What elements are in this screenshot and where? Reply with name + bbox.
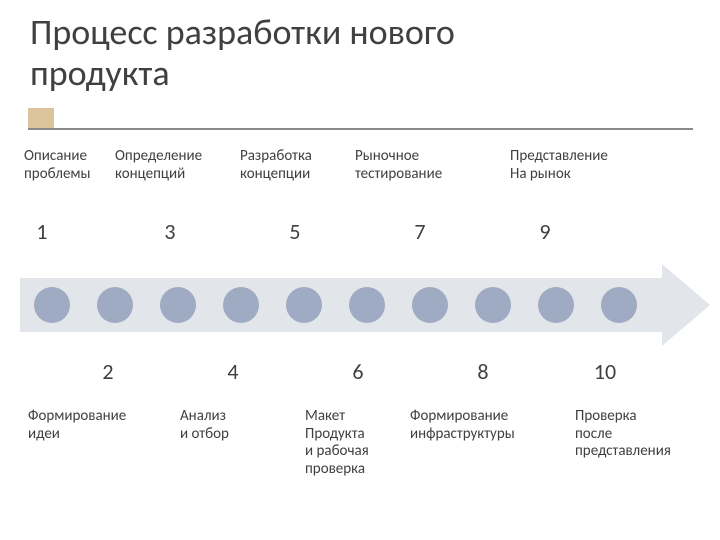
top-stage-label: Разработкаконцепции bbox=[240, 148, 312, 183]
stage-dot bbox=[160, 287, 196, 323]
bottom-stage-number: 6 bbox=[338, 358, 378, 385]
stage-dot bbox=[286, 287, 322, 323]
top-stage-number: 9 bbox=[525, 218, 565, 245]
process-arrow bbox=[0, 270, 720, 340]
top-stage-number: 5 bbox=[275, 218, 315, 245]
bottom-stage-number: 8 bbox=[463, 358, 503, 385]
title-underline bbox=[28, 128, 693, 130]
bottom-stage-label: МакетПродуктаи рабочаяпроверка bbox=[305, 408, 369, 479]
stage-dot bbox=[475, 287, 511, 323]
stage-dot bbox=[223, 287, 259, 323]
slide-title: Процесс разработки нового продукта bbox=[0, 0, 720, 95]
bottom-stage-number: 4 bbox=[213, 358, 253, 385]
top-stage-number: 1 bbox=[22, 218, 62, 245]
bottom-stage-number: 2 bbox=[88, 358, 128, 385]
dot-row bbox=[24, 283, 664, 327]
stage-dot bbox=[412, 287, 448, 323]
title-accent-box bbox=[28, 108, 54, 128]
stage-dot bbox=[538, 287, 574, 323]
arrow-head-icon bbox=[662, 264, 710, 346]
bottom-stage-number: 10 bbox=[585, 358, 625, 385]
title-line-1: Процесс разработки нового bbox=[30, 10, 455, 54]
stage-dot bbox=[34, 287, 70, 323]
stage-dot bbox=[349, 287, 385, 323]
stage-dot bbox=[601, 287, 637, 323]
top-stage-number: 3 bbox=[150, 218, 190, 245]
top-stage-label: Описаниепроблемы bbox=[24, 148, 90, 183]
top-stage-label: Рыночноетестирование bbox=[355, 148, 442, 183]
bottom-stage-label: Формированиеидеи bbox=[28, 408, 126, 443]
bottom-stage-label: Проверкапослепредставления bbox=[575, 408, 671, 461]
top-stage-label: Определениеконцепций bbox=[115, 148, 202, 183]
top-stage-number: 7 bbox=[400, 218, 440, 245]
bottom-stage-label: Формированиеинфраструктуры bbox=[410, 408, 515, 443]
top-stage-label: ПредставлениеНа рынок bbox=[510, 148, 608, 183]
title-line-2: продукта bbox=[30, 51, 170, 95]
stage-dot bbox=[97, 287, 133, 323]
bottom-stage-label: Анализи отбор bbox=[180, 408, 229, 443]
